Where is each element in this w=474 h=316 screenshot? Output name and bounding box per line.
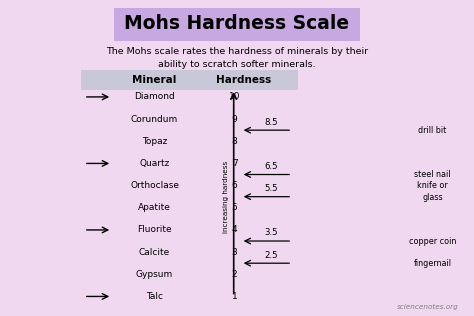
- Text: Mineral: Mineral: [132, 75, 177, 85]
- Text: 8.5: 8.5: [264, 118, 278, 126]
- Text: 10: 10: [229, 92, 240, 101]
- Text: increasing hardness: increasing hardness: [223, 161, 228, 233]
- Text: 3.5: 3.5: [264, 228, 278, 237]
- Text: 2: 2: [232, 270, 237, 279]
- Text: 3: 3: [232, 248, 237, 257]
- Text: Corundum: Corundum: [131, 115, 178, 124]
- Text: Quartz: Quartz: [139, 159, 170, 168]
- Text: Calcite: Calcite: [139, 248, 170, 257]
- Text: 4: 4: [232, 225, 237, 234]
- Text: 6: 6: [232, 181, 237, 190]
- Text: Diamond: Diamond: [134, 92, 175, 101]
- Text: Orthoclase: Orthoclase: [130, 181, 179, 190]
- Text: Fluorite: Fluorite: [137, 225, 172, 234]
- Bar: [115, 8, 359, 40]
- Text: 1: 1: [232, 292, 237, 301]
- Text: steel nail
knife or
glass: steel nail knife or glass: [414, 170, 451, 202]
- Text: The Mohs scale rates the hardness of minerals by their
ability to scratch softer: The Mohs scale rates the hardness of min…: [106, 47, 368, 69]
- Text: copper coin: copper coin: [409, 236, 456, 246]
- Text: Topaz: Topaz: [142, 137, 167, 146]
- Text: 5.5: 5.5: [264, 184, 278, 193]
- Text: 8: 8: [232, 137, 237, 146]
- Text: 7: 7: [232, 159, 237, 168]
- Text: sciencenotes.org: sciencenotes.org: [397, 304, 458, 310]
- Text: Gypsum: Gypsum: [136, 270, 173, 279]
- Text: 2.5: 2.5: [264, 251, 278, 259]
- Text: Hardness: Hardness: [217, 75, 272, 85]
- Text: Apatite: Apatite: [138, 203, 171, 212]
- Text: drill bit: drill bit: [419, 126, 447, 135]
- Text: 5: 5: [232, 203, 237, 212]
- Text: Mohs Hardness Scale: Mohs Hardness Scale: [125, 15, 349, 33]
- Bar: [82, 70, 298, 90]
- Text: 9: 9: [232, 115, 237, 124]
- Text: fingernail: fingernail: [413, 259, 452, 268]
- Text: 6.5: 6.5: [264, 162, 278, 171]
- Text: Talc: Talc: [146, 292, 163, 301]
